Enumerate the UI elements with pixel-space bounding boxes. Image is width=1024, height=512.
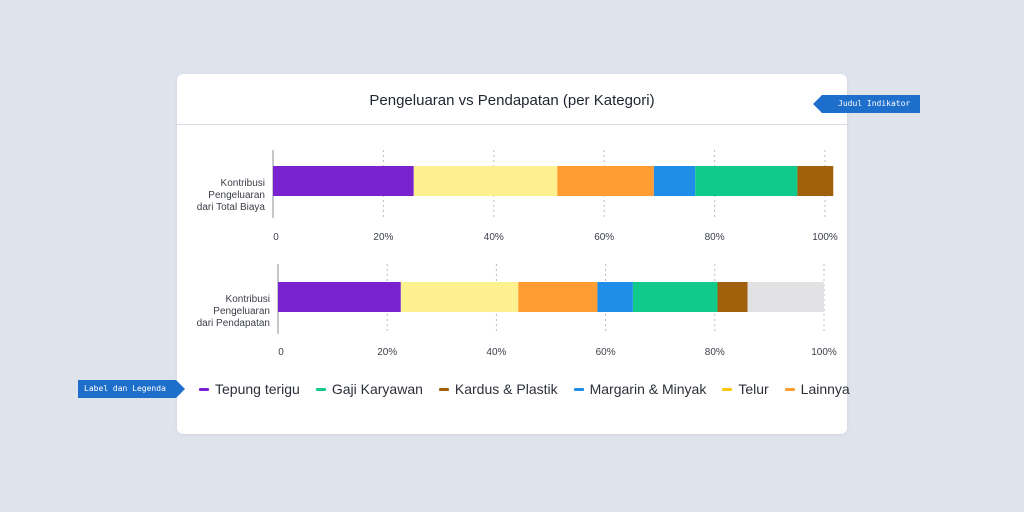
x-tick-label: 20% <box>377 347 397 358</box>
legend-swatch <box>315 387 326 391</box>
chart-title: Pengeluaran vs Pendapatan (per Kategori) <box>369 92 655 109</box>
bar-segment-gaji-karyawan <box>632 282 718 312</box>
bar-segment-margarin-minyak <box>653 166 696 196</box>
legend-item: Kardus & Plastik <box>438 381 558 397</box>
legend-swatch <box>722 387 733 391</box>
legend-label: Lainnya <box>800 381 850 397</box>
legend-label: Kardus & Plastik <box>454 381 558 397</box>
bar-segment-sisa <box>747 282 824 312</box>
bar-segment-tepung-terigu <box>278 282 401 312</box>
category-label: Pengeluaran <box>213 306 270 317</box>
x-tick-label: 60% <box>594 232 614 243</box>
legend-swatch <box>199 387 209 391</box>
x-tick-label: 0 <box>278 347 284 358</box>
x-tick-label: 40% <box>484 232 504 243</box>
legend-label: Gaji Karyawan <box>331 381 423 397</box>
chart-card: Pengeluaran vs Pendapatan (per Kategori) <box>177 74 847 434</box>
x-tick-label: 100% <box>811 347 837 358</box>
legend-item: Lainnya <box>784 381 850 397</box>
bar-segment-telur <box>413 166 558 196</box>
bar-segment-lainnya <box>557 166 654 196</box>
title-divider <box>177 124 847 125</box>
legend-label: Tepung terigu <box>215 381 300 397</box>
x-tick-label: 20% <box>373 232 393 243</box>
legend-swatch <box>784 387 795 391</box>
category-label: Kontribusi <box>226 294 270 305</box>
bar-segment-margarin-minyak <box>597 282 633 312</box>
legend: Tepung terigu Gaji Karyawan Kardus & Plast… <box>199 381 850 397</box>
legend-item: Telur <box>722 381 769 397</box>
legend-indicator-tag: Label dan Legenda <box>78 380 185 398</box>
category-label: dari Total Biaya <box>197 202 266 213</box>
category-label: Kontribusi <box>221 178 265 189</box>
legend-item: Gaji Karyawan <box>315 381 423 397</box>
x-tick-label: 40% <box>486 347 506 358</box>
bar-segment-gaji-karyawan <box>695 166 798 196</box>
x-tick-label: 100% <box>812 232 838 243</box>
bar-segment-tepung-terigu <box>273 166 414 196</box>
legend-item: Tepung terigu <box>199 381 300 397</box>
x-tick-label: 0 <box>273 232 279 243</box>
legend-indicator-label: Label dan Legenda <box>84 384 166 393</box>
bar-segment-telur <box>400 282 519 312</box>
x-tick-label: 60% <box>596 347 616 358</box>
x-tick-label: 80% <box>705 232 725 243</box>
legend-swatch <box>438 387 449 391</box>
bar-segment-kardus-plastik <box>717 282 748 312</box>
x-tick-label: 80% <box>705 347 725 358</box>
legend-label: Margarin & Minyak <box>589 381 707 397</box>
title-indicator-tag: Judul Indikator <box>813 95 920 113</box>
title-indicator-label: Judul Indikator <box>838 99 911 108</box>
category-label: Pengeluaran <box>208 190 265 201</box>
category-label: dari Pendapatan <box>197 318 270 329</box>
bar-segment-lainnya <box>518 282 598 312</box>
legend-item: Margarin & Minyak <box>573 381 707 397</box>
legend-swatch <box>573 387 584 391</box>
legend-label: Telur <box>738 381 769 397</box>
bar-segment-kardus-plastik <box>797 166 834 196</box>
